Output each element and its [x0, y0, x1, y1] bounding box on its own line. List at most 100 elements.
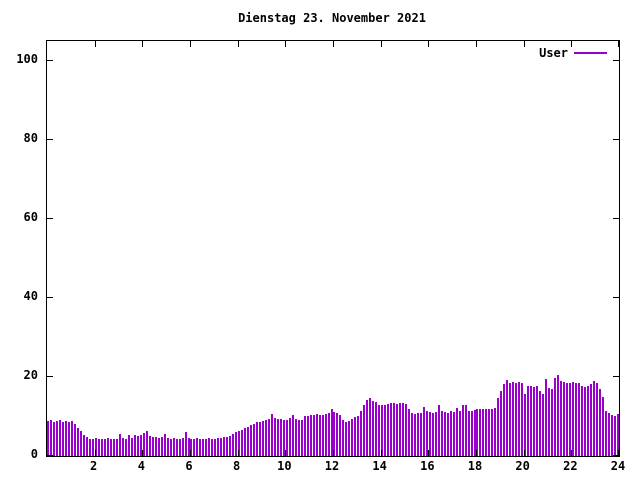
bar	[444, 412, 446, 456]
bar	[328, 413, 330, 456]
x-tick-label: 20	[515, 459, 530, 473]
bar	[375, 402, 377, 456]
bar	[310, 415, 312, 456]
legend-label-user: User	[539, 46, 568, 60]
bar	[307, 416, 309, 456]
bar	[512, 382, 514, 456]
bar	[378, 405, 380, 456]
bar	[590, 384, 592, 456]
bar	[339, 415, 341, 456]
bar	[298, 420, 300, 456]
y-tick-label: 60	[23, 209, 38, 224]
bar	[581, 386, 583, 456]
y-tick-mark	[47, 297, 53, 298]
bar	[304, 416, 306, 456]
bar	[56, 421, 58, 456]
bar	[229, 436, 231, 456]
y-tick-mark	[47, 455, 53, 456]
bar	[429, 412, 431, 456]
bar	[89, 439, 91, 456]
bar	[161, 437, 163, 456]
bar	[587, 386, 589, 456]
bar	[524, 394, 526, 456]
bar	[322, 415, 324, 456]
bar	[438, 405, 440, 456]
bar	[262, 421, 264, 456]
bar	[497, 398, 499, 456]
bar	[149, 436, 151, 456]
x-tick-mark	[571, 41, 572, 47]
bar	[614, 416, 616, 456]
bar	[575, 383, 577, 456]
x-tick-mark	[285, 450, 286, 456]
bar	[542, 394, 544, 456]
x-tick-mark	[476, 41, 477, 47]
bar	[545, 379, 547, 456]
bar	[530, 386, 532, 456]
bar	[509, 383, 511, 456]
bar	[354, 417, 356, 456]
x-tick-label: 24	[610, 459, 626, 473]
bar	[319, 415, 321, 456]
bar	[244, 428, 246, 456]
bar	[235, 432, 237, 456]
y-tick-mark	[613, 218, 619, 219]
x-tick-mark	[285, 41, 286, 47]
bar	[435, 412, 437, 456]
bar	[199, 439, 201, 456]
bar	[500, 391, 502, 456]
bar	[331, 409, 333, 456]
bar	[423, 407, 425, 456]
bar	[274, 418, 276, 456]
bar	[83, 435, 85, 456]
bar	[357, 416, 359, 456]
bar	[593, 381, 595, 456]
bar	[98, 439, 100, 456]
x-tick-label: 6	[185, 459, 193, 473]
bar	[390, 403, 392, 456]
bar	[325, 414, 327, 456]
bar	[137, 436, 139, 456]
bar	[283, 420, 285, 456]
x-tick-label: 22	[563, 459, 578, 473]
bar	[459, 411, 461, 456]
bar	[569, 383, 571, 456]
x-tick-label: 2	[90, 459, 98, 473]
plot-area: User	[46, 40, 620, 457]
x-tick-mark	[238, 450, 239, 456]
bar	[432, 413, 434, 456]
bar	[277, 419, 279, 456]
bar	[342, 420, 344, 456]
bar	[226, 437, 228, 456]
x-tick-mark	[524, 450, 525, 456]
x-tick-mark	[476, 450, 477, 456]
bar	[205, 439, 207, 456]
x-tick-mark	[333, 450, 334, 456]
bar	[611, 415, 613, 456]
bar	[313, 415, 315, 456]
bar	[462, 405, 464, 456]
bar	[241, 430, 243, 456]
x-tick-label: 16	[420, 459, 435, 473]
bar	[190, 439, 192, 456]
bar	[104, 439, 106, 456]
bar	[465, 405, 467, 456]
bar	[453, 412, 455, 456]
bar	[164, 434, 166, 456]
chart-title: Dienstag 23. November 2021	[238, 11, 426, 25]
bar	[158, 438, 160, 456]
bar	[119, 434, 121, 456]
bar	[176, 439, 178, 456]
bar	[92, 439, 94, 456]
bar	[202, 439, 204, 456]
x-tick-label: 18	[467, 459, 483, 473]
bar	[286, 420, 288, 456]
bar	[62, 422, 64, 456]
bar	[134, 435, 136, 456]
bar	[366, 400, 368, 456]
bar	[485, 409, 487, 456]
bar	[384, 405, 386, 456]
x-tick-mark	[381, 450, 382, 456]
bar	[232, 434, 234, 456]
bar	[336, 413, 338, 456]
